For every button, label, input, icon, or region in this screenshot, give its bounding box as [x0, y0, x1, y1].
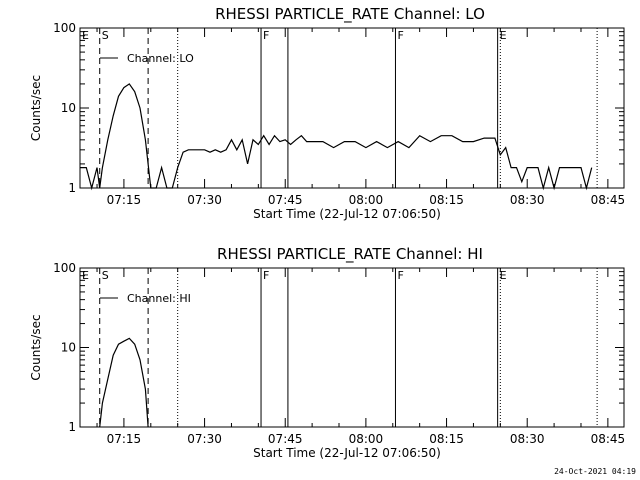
chart1-y-tick-label: 100: [53, 261, 76, 275]
chart0-y-axis-label: Counts/sec: [29, 75, 43, 141]
chart0-event-marker-label: E: [500, 29, 507, 42]
chart1-title: RHESSI PARTICLE_RATE Channel: HI: [217, 245, 483, 264]
chart0-y-tick-label: 10: [61, 101, 76, 115]
chart0-legend-label: Channel: LO: [127, 52, 194, 65]
chart1-x-tick-label: 08:30: [510, 432, 545, 446]
chart0-x-tick-label: 07:30: [187, 193, 222, 207]
chart1-event-marker-label: F: [397, 269, 403, 282]
chart1-x-tick-label: 08:45: [591, 432, 626, 446]
chart0-series-line: [80, 83, 593, 191]
chart1-x-tick-label: 08:00: [349, 432, 384, 446]
chart1-y-tick-label: 10: [61, 341, 76, 355]
chart1-legend-label: Channel: HI: [127, 292, 191, 305]
chart1-x-axis-label: Start Time (22-Jul-12 07:06:50): [253, 446, 441, 460]
chart0-x-tick-label: 07:15: [107, 193, 142, 207]
chart1-x-tick-label: 07:15: [107, 432, 142, 446]
chart0-event-marker-label: F: [397, 29, 403, 42]
footer-date: 24-Oct-2021 04:19: [554, 467, 636, 476]
chart1-event-marker-label: S: [102, 269, 109, 282]
chart1-series-line: [99, 337, 149, 428]
chart1-event-marker-label: E: [500, 269, 507, 282]
chart1-x-tick-label: 07:30: [187, 432, 222, 446]
chart0-y-tick-label: 100: [53, 21, 76, 35]
chart0-x-tick-label: 08:45: [591, 193, 626, 207]
chart1-event-marker-label: E: [82, 269, 89, 282]
chart0-y-tick-label: 1: [68, 181, 76, 195]
chart0-event-marker-label: F: [263, 29, 269, 42]
chart0-title: RHESSI PARTICLE_RATE Channel: LO: [215, 5, 485, 24]
chart1-x-tick-label: 08:15: [429, 432, 464, 446]
chart0-event-marker-label: S: [102, 29, 109, 42]
chart0-x-axis-label: Start Time (22-Jul-12 07:06:50): [253, 207, 441, 221]
chart1-y-axis-label: Counts/sec: [29, 314, 43, 380]
chart0-x-tick-label: 08:00: [349, 193, 384, 207]
chart1-event-marker-label: F: [263, 269, 269, 282]
chart0-event-marker-label: E: [82, 29, 89, 42]
chart1-y-tick-label: 1: [68, 420, 76, 434]
chart1-x-tick-label: 07:45: [268, 432, 303, 446]
chart0-x-tick-label: 08:15: [429, 193, 464, 207]
chart0-x-tick-label: 08:30: [510, 193, 545, 207]
chart0-x-tick-label: 07:45: [268, 193, 303, 207]
